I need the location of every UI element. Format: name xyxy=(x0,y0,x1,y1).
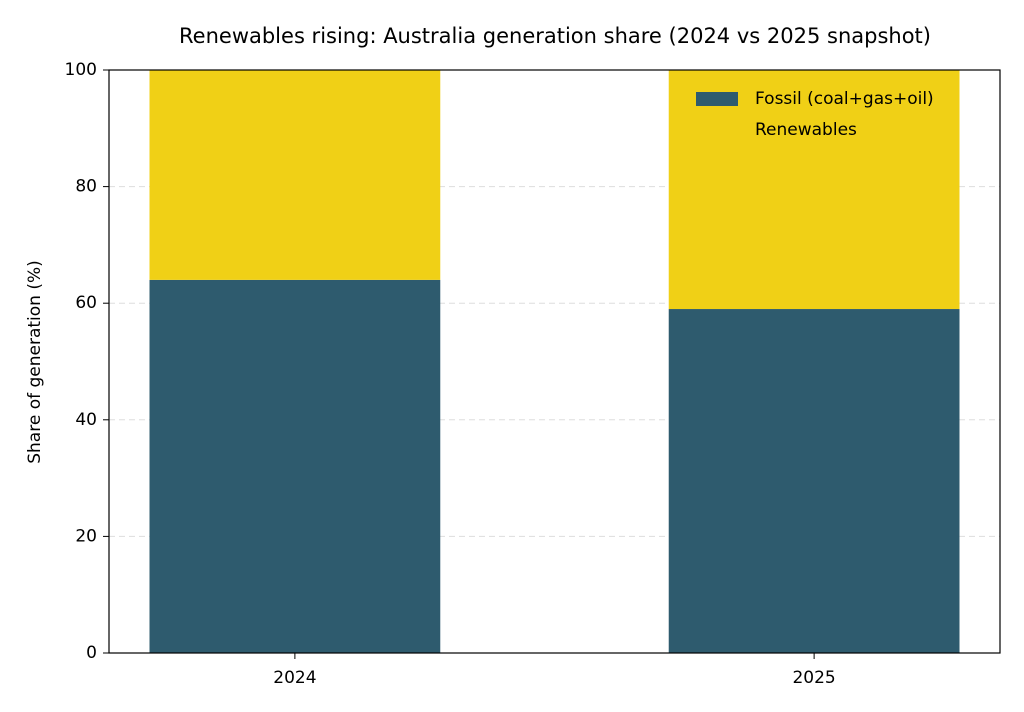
bar-segment xyxy=(149,279,441,653)
legend-swatch xyxy=(696,123,738,137)
y-tick-label: 100 xyxy=(65,60,97,80)
chart-title: Renewables rising: Australia generation … xyxy=(179,24,931,48)
y-tick-label: 80 xyxy=(75,177,97,197)
y-tick-label: 0 xyxy=(86,643,97,663)
legend-label: Fossil (coal+gas+oil) xyxy=(755,89,934,109)
x-tick-label: 2024 xyxy=(273,668,316,688)
x-tick-label: 2025 xyxy=(792,668,835,688)
plot-frame xyxy=(108,69,1001,654)
bar-segment xyxy=(668,309,960,653)
y-tick-label: 40 xyxy=(75,410,97,430)
y-tick-label: 60 xyxy=(75,293,97,313)
y-tick-label: 20 xyxy=(75,526,97,546)
legend-label: Renewables xyxy=(755,120,857,140)
legend-swatch xyxy=(696,92,738,106)
bar-segment xyxy=(668,70,960,310)
bar-segment xyxy=(149,70,441,280)
y-axis-label: Share of generation (%) xyxy=(25,260,45,464)
